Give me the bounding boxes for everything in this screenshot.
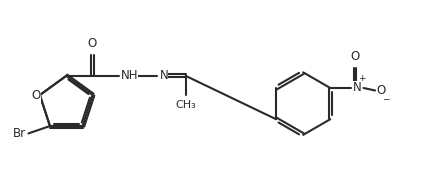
Text: CH₃: CH₃ (176, 100, 196, 110)
Text: +: + (359, 74, 366, 83)
Text: N: N (160, 69, 168, 82)
Text: O: O (88, 37, 97, 50)
Text: N: N (352, 82, 361, 94)
Text: O: O (32, 88, 41, 102)
Text: O: O (376, 84, 385, 97)
Text: NH: NH (121, 69, 138, 82)
Text: Br: Br (13, 127, 26, 140)
Text: O: O (350, 50, 359, 63)
Text: −: − (381, 94, 389, 104)
